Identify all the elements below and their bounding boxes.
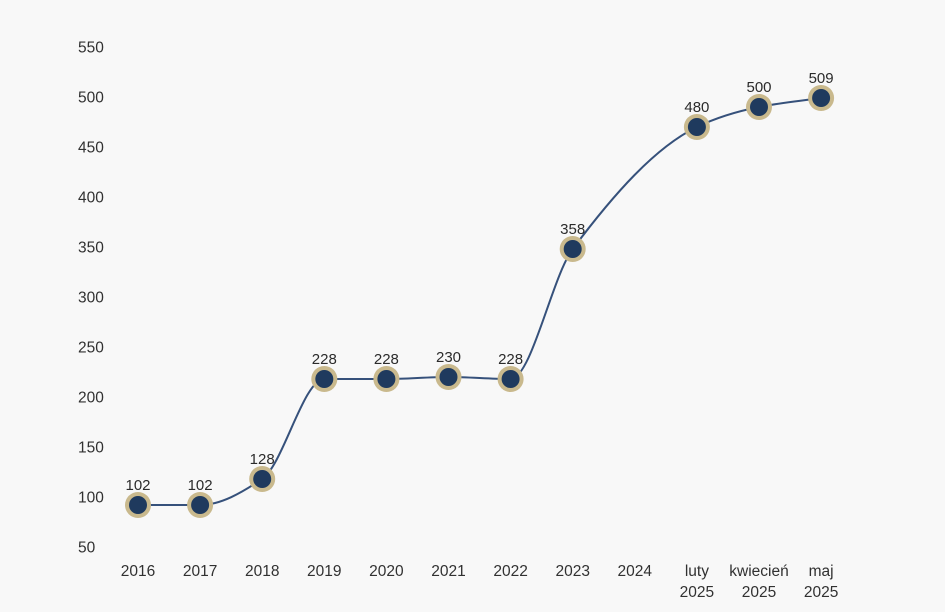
data-point-value-label: 509 [809,70,834,87]
y-axis-tick-label: 500 [78,90,104,107]
data-point-marker[interactable] [563,240,582,258]
x-axis-tick-label: 2018 [245,563,279,580]
data-point-marker[interactable] [377,370,396,388]
x-axis-tick-label: 2016 [121,563,155,580]
data-point-marker[interactable] [812,89,831,107]
x-axis-tick-label: 2022 [493,563,527,580]
data-point-value-label: 128 [250,451,275,468]
data-point-marker[interactable] [191,496,210,514]
data-point-value-label: 228 [312,351,337,368]
data-point-marker[interactable] [501,370,520,388]
data-point-value-label: 228 [374,351,399,368]
data-point-marker[interactable] [750,98,768,116]
data-point-marker[interactable] [315,370,334,388]
y-axis-tick-label: 50 [78,540,96,557]
x-axis-tick-label: 2021 [431,563,465,580]
data-point-value-label: 500 [746,79,771,96]
y-axis-tick-label: 350 [78,240,104,257]
data-point-value-label: 102 [188,477,213,494]
data-point-value-label: 358 [560,221,585,238]
x-axis-tick-label: 2017 [183,563,217,580]
data-point-marker[interactable] [687,118,706,136]
y-axis-tick-label: 300 [78,290,104,307]
x-axis-tick-label: 2024 [618,563,653,580]
y-axis-tick-label: 550 [78,40,104,57]
x-axis-tick-label: maj 2025 [804,563,838,601]
data-point-value-label: 230 [436,349,461,366]
x-axis-tick-label: 2019 [307,563,341,580]
data-point-marker[interactable] [439,368,458,386]
y-axis-tick-label: 200 [78,390,104,407]
series-line-path [138,97,822,506]
y-axis-tick-label: 150 [78,440,104,457]
y-axis-tick-label: 250 [78,340,104,357]
y-axis-tick-label: 100 [78,490,104,507]
data-point-value-label: 102 [125,477,150,494]
x-axis-tick-label: 2020 [369,563,404,580]
y-axis-tick-label: 450 [78,140,104,157]
x-axis-tick-label: luty 2025 [680,563,714,601]
data-point-value-label: 228 [498,351,523,368]
x-axis-tick-label: 2023 [555,563,589,580]
data-point-marker[interactable] [129,496,147,514]
x-axis-tick-label: kwiecień 2025 [729,563,788,601]
y-axis-tick-label: 400 [78,190,104,207]
data-point-value-label: 480 [684,99,709,116]
data-point-marker[interactable] [253,470,272,488]
